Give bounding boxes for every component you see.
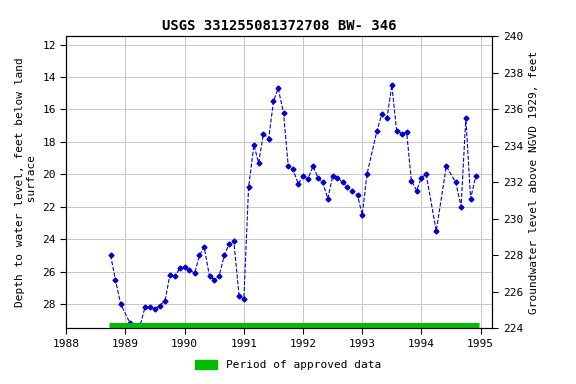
Legend: Period of approved data: Period of approved data (191, 355, 385, 375)
Y-axis label: Depth to water level, feet below land
 surface: Depth to water level, feet below land su… (15, 58, 37, 307)
Y-axis label: Groundwater level above NGVD 1929, feet: Groundwater level above NGVD 1929, feet (529, 51, 539, 314)
Title: USGS 331255081372708 BW- 346: USGS 331255081372708 BW- 346 (162, 18, 397, 33)
